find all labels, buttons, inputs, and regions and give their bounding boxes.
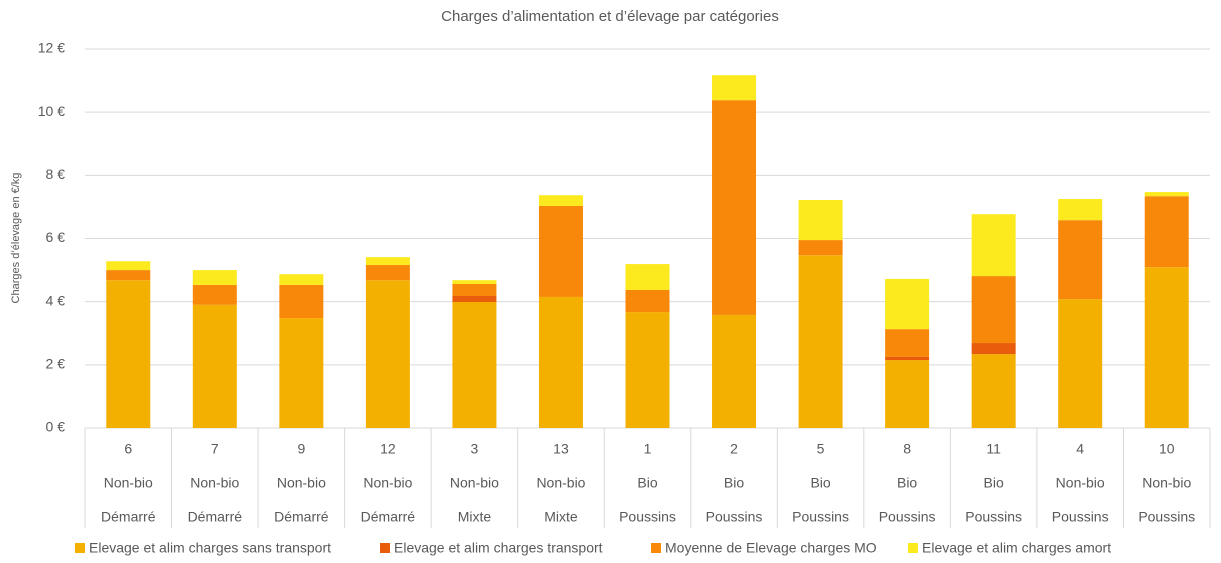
bar-segment	[885, 356, 930, 361]
y-tick-label: 10 €	[38, 103, 65, 119]
x-tick-label: 5	[817, 441, 825, 457]
x-tick-label-level2: Non-bio	[104, 475, 153, 491]
bar-segment	[279, 318, 324, 428]
y-tick-label: 4 €	[46, 292, 66, 308]
bar-segment	[712, 75, 757, 101]
x-tick-label: 7	[211, 441, 219, 457]
bar-segment	[192, 270, 237, 285]
bar-segment	[885, 278, 930, 330]
bar-segment	[625, 312, 670, 428]
bar-segment	[452, 280, 497, 284]
x-tick-label: 4	[1076, 441, 1084, 457]
bar-segment	[885, 360, 930, 428]
bar-segment	[1058, 299, 1103, 428]
x-tick-label-level3: Poussins	[965, 509, 1022, 525]
x-tick-label-level3: Démarré	[188, 509, 243, 525]
x-tick-label: 6	[124, 441, 132, 457]
bar-segment	[192, 284, 237, 305]
bar-segment	[712, 100, 757, 315]
bar-segment	[106, 280, 151, 428]
bar-segment	[279, 284, 324, 319]
bar-segment	[625, 264, 670, 290]
legend-swatch	[380, 543, 390, 553]
y-tick-label: 6 €	[46, 229, 66, 245]
x-tick-label-level2: Non-bio	[450, 475, 499, 491]
bar-segment	[971, 354, 1016, 428]
bar-segment	[452, 283, 497, 296]
x-tick-label: 8	[903, 441, 911, 457]
bar-segment	[971, 343, 1016, 355]
y-tick-label: 0 €	[46, 419, 66, 435]
bar-segment	[538, 296, 583, 428]
x-tick-label: 13	[553, 441, 569, 457]
x-tick-label-level2: Bio	[984, 475, 1004, 491]
chart-title: Charges d’alimentation et d’élevage par …	[441, 8, 779, 25]
x-tick-label-level2: Non-bio	[1142, 475, 1191, 491]
bar-segment	[1144, 196, 1189, 268]
bar-segment	[1144, 267, 1189, 428]
x-tick-label: 3	[471, 441, 479, 457]
bar-segment	[192, 304, 237, 428]
x-tick-label: 11	[986, 441, 1001, 457]
y-axis-title: Charges d’élevage en €/kg	[10, 173, 22, 304]
x-tick-label-level3: Poussins	[792, 509, 849, 525]
x-tick-label-level2: Non-bio	[536, 475, 585, 491]
x-tick-label-level3: Poussins	[879, 509, 936, 525]
x-tick-label-level3: Démarré	[101, 509, 156, 525]
bar-segment	[798, 240, 843, 256]
bar-segment	[798, 255, 843, 428]
x-tick-label-level3: Poussins	[1052, 509, 1109, 525]
legend-label: Elevage et alim charges amort	[922, 540, 1111, 556]
bar-segment	[1058, 199, 1103, 221]
bar-segment	[798, 199, 843, 241]
x-tick-label-level2: Non-bio	[190, 475, 239, 491]
bar-segment	[885, 329, 930, 357]
bar-segment	[538, 205, 583, 297]
x-tick-label: 2	[730, 441, 738, 457]
x-tick-label-level2: Bio	[897, 475, 917, 491]
legend-swatch	[651, 543, 661, 553]
legend-swatch	[908, 543, 918, 553]
bar-segment	[1144, 192, 1189, 197]
x-tick-label-level3: Poussins	[619, 509, 676, 525]
x-tick-label-level2: Bio	[724, 475, 744, 491]
bar-segment	[1058, 220, 1103, 300]
x-tick-label-level3: Démarré	[361, 509, 416, 525]
legend-label: Elevage et alim charges transport	[394, 540, 603, 556]
bar-segment	[365, 257, 410, 266]
y-tick-label: 2 €	[46, 356, 66, 372]
bar-segment	[625, 289, 670, 313]
x-tick-label-level2: Non-bio	[277, 475, 326, 491]
x-tick-label-level3: Mixte	[458, 509, 492, 525]
x-tick-label-level3: Démarré	[274, 509, 329, 525]
legend-swatch	[75, 543, 85, 553]
x-tick-label: 1	[644, 441, 652, 457]
legend-label: Elevage et alim charges sans transport	[89, 540, 331, 556]
x-tick-label-level3: Poussins	[706, 509, 763, 525]
bar-segment	[452, 301, 497, 428]
y-tick-label: 12 €	[38, 40, 65, 56]
x-tick-label-level2: Bio	[810, 475, 830, 491]
x-tick-label: 9	[297, 441, 305, 457]
x-tick-label-level2: Non-bio	[1056, 475, 1105, 491]
x-tick-label-level3: Mixte	[544, 509, 578, 525]
x-tick-label: 12	[380, 441, 396, 457]
bar-segment	[279, 274, 324, 285]
legend-label: Moyenne de Elevage charges MO	[665, 540, 877, 556]
bar-segment	[106, 261, 151, 271]
x-tick-label-level2: Non-bio	[363, 475, 412, 491]
bar-segment	[971, 214, 1016, 277]
bar-segment	[538, 195, 583, 206]
x-tick-label-level2: Bio	[637, 475, 657, 491]
y-tick-label: 8 €	[46, 166, 66, 182]
bar-segment	[365, 265, 410, 281]
bar-segment	[452, 295, 497, 302]
bar-segment	[365, 280, 410, 428]
bar-segment	[712, 314, 757, 428]
bar-segment	[971, 276, 1016, 344]
x-tick-label: 10	[1159, 441, 1175, 457]
x-tick-label-level3: Poussins	[1138, 509, 1195, 525]
bar-segment	[106, 270, 151, 281]
